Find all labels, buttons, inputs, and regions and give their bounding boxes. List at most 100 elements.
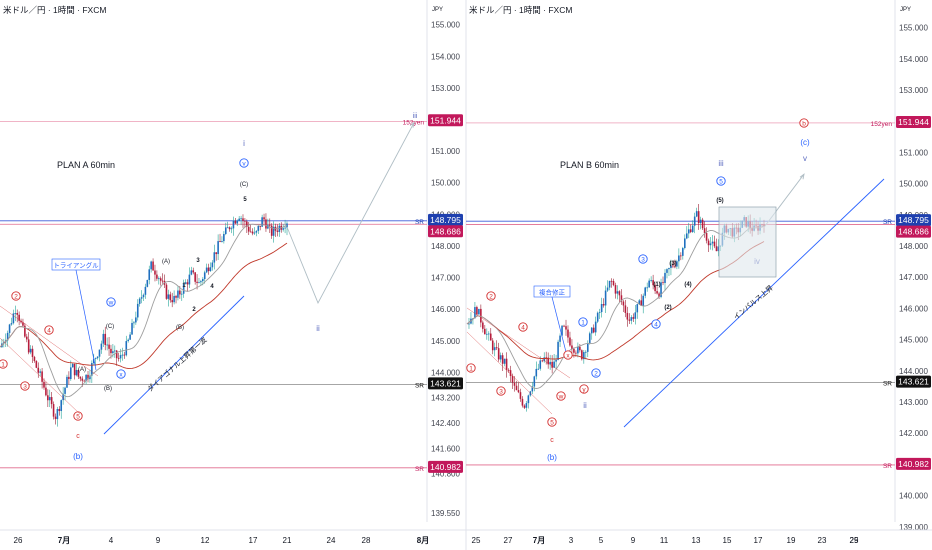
candle-body [159,278,162,281]
diagonal-arrow [103,295,245,435]
candle-body [474,307,476,319]
price-badge: 143.621 [896,375,931,388]
candle-body [16,313,19,315]
wave-c-paren-label: (c) [800,138,810,147]
wave-x-circle-ring [116,369,126,379]
y-tick-label: 146.000 [899,304,928,313]
candle-body [486,333,488,335]
candle-body [261,217,263,227]
candle-body [182,283,185,294]
y-tick-label: 146.000 [431,305,460,314]
y-tick-label: 143.200 [431,394,460,403]
candle-body [525,403,528,408]
candle-body [48,397,51,401]
candle-body [148,269,151,280]
candle-body [203,272,206,280]
x-tick-label: 29 [850,536,859,545]
wave-x-circle-text: x [119,372,123,379]
candle-body [35,360,38,368]
candle-body [6,332,9,341]
candle-body [586,343,589,352]
candle-body [662,282,664,284]
candle-body [652,280,654,286]
candle-body [171,300,173,303]
candle-body [636,304,639,313]
price-badge-bg [896,214,931,227]
candle-body [676,261,678,267]
x-tick-label: 26 [14,536,23,545]
price-badge-bg [896,115,931,128]
wave-red-5-text: 5 [76,414,80,421]
wave-y-circle: y [579,384,589,394]
candle-body [620,295,623,302]
candle-body [246,221,248,227]
candle-body [226,227,229,229]
price-badge: 143.621 [428,377,463,390]
candle-body [557,341,559,360]
candle-body [133,322,135,324]
wave-2-circle: 2 [591,368,601,378]
candle-body [45,387,47,396]
wave-ii-label: ii [316,324,320,333]
x-tick-label: 25 [472,536,481,545]
candle-body [58,408,61,411]
candle-body [79,376,82,379]
candle-body [674,266,676,268]
wave-v-circle: v [239,158,249,168]
candle-body [188,274,191,285]
triangle-label: トライアングル [51,258,101,271]
wave-red-2-ring [11,291,21,301]
candles [1,213,288,427]
wave-red-1-ring [0,359,8,369]
candle-body [14,313,17,314]
candle-body [98,349,101,357]
x-tick-label: 7月 [533,536,545,545]
projection-path [286,122,415,304]
candle-body [39,371,41,373]
candle-body [87,374,89,380]
candle-body [198,282,200,284]
y-tick-label: 139.000 [899,523,928,532]
price-badge-text: 151.944 [898,117,929,127]
wave-1p-label: (1) [653,282,660,288]
candle-body [211,262,214,268]
x-tick-label: 5 [599,536,604,545]
price-badge-text: 151.944 [430,115,461,125]
candle-body [268,224,271,226]
y-tick-label: 151.000 [899,148,928,157]
candle-body [634,312,637,319]
candle-body [547,357,549,365]
candle-body [66,376,68,388]
panel-plan-a: 米ドル／円 · 1時間 · FXCM JPY 155.000 154.000 153.0… [0,0,466,545]
candle-body [648,280,650,288]
wave-red-2: 2 [486,291,496,301]
wave-red-4-ring [518,322,528,332]
candle-body [73,363,76,376]
candle-body [202,279,204,282]
wave-red-3-text: 3 [499,389,503,396]
wave-red-2-text: 2 [489,294,493,301]
wave-4-circle: 4 [651,319,661,329]
candle-body [12,313,15,324]
plan-label: PLAN B 60min [560,160,619,170]
plan-label: PLAN A 60min [57,160,115,170]
y-tick-label: 145.000 [899,336,928,345]
candle-body [284,227,286,229]
candle-body [596,312,599,322]
x-tick-label: 24 [327,536,336,545]
currency-label: JPY [900,7,911,13]
candle-body [687,229,690,234]
wave-y-circle-ring [579,384,589,394]
y-tick-label: 148.000 [431,242,460,251]
wave-5-circle: 5 [716,176,726,186]
x-tick-label: 9 [156,536,161,545]
candle-body [561,325,563,336]
y-tick-label: 150.000 [899,180,928,189]
candle-body [190,270,193,275]
candle-body [715,246,718,252]
candle-body [705,233,708,241]
wave-2p-label: (2) [664,305,671,311]
candle-body [501,355,504,364]
